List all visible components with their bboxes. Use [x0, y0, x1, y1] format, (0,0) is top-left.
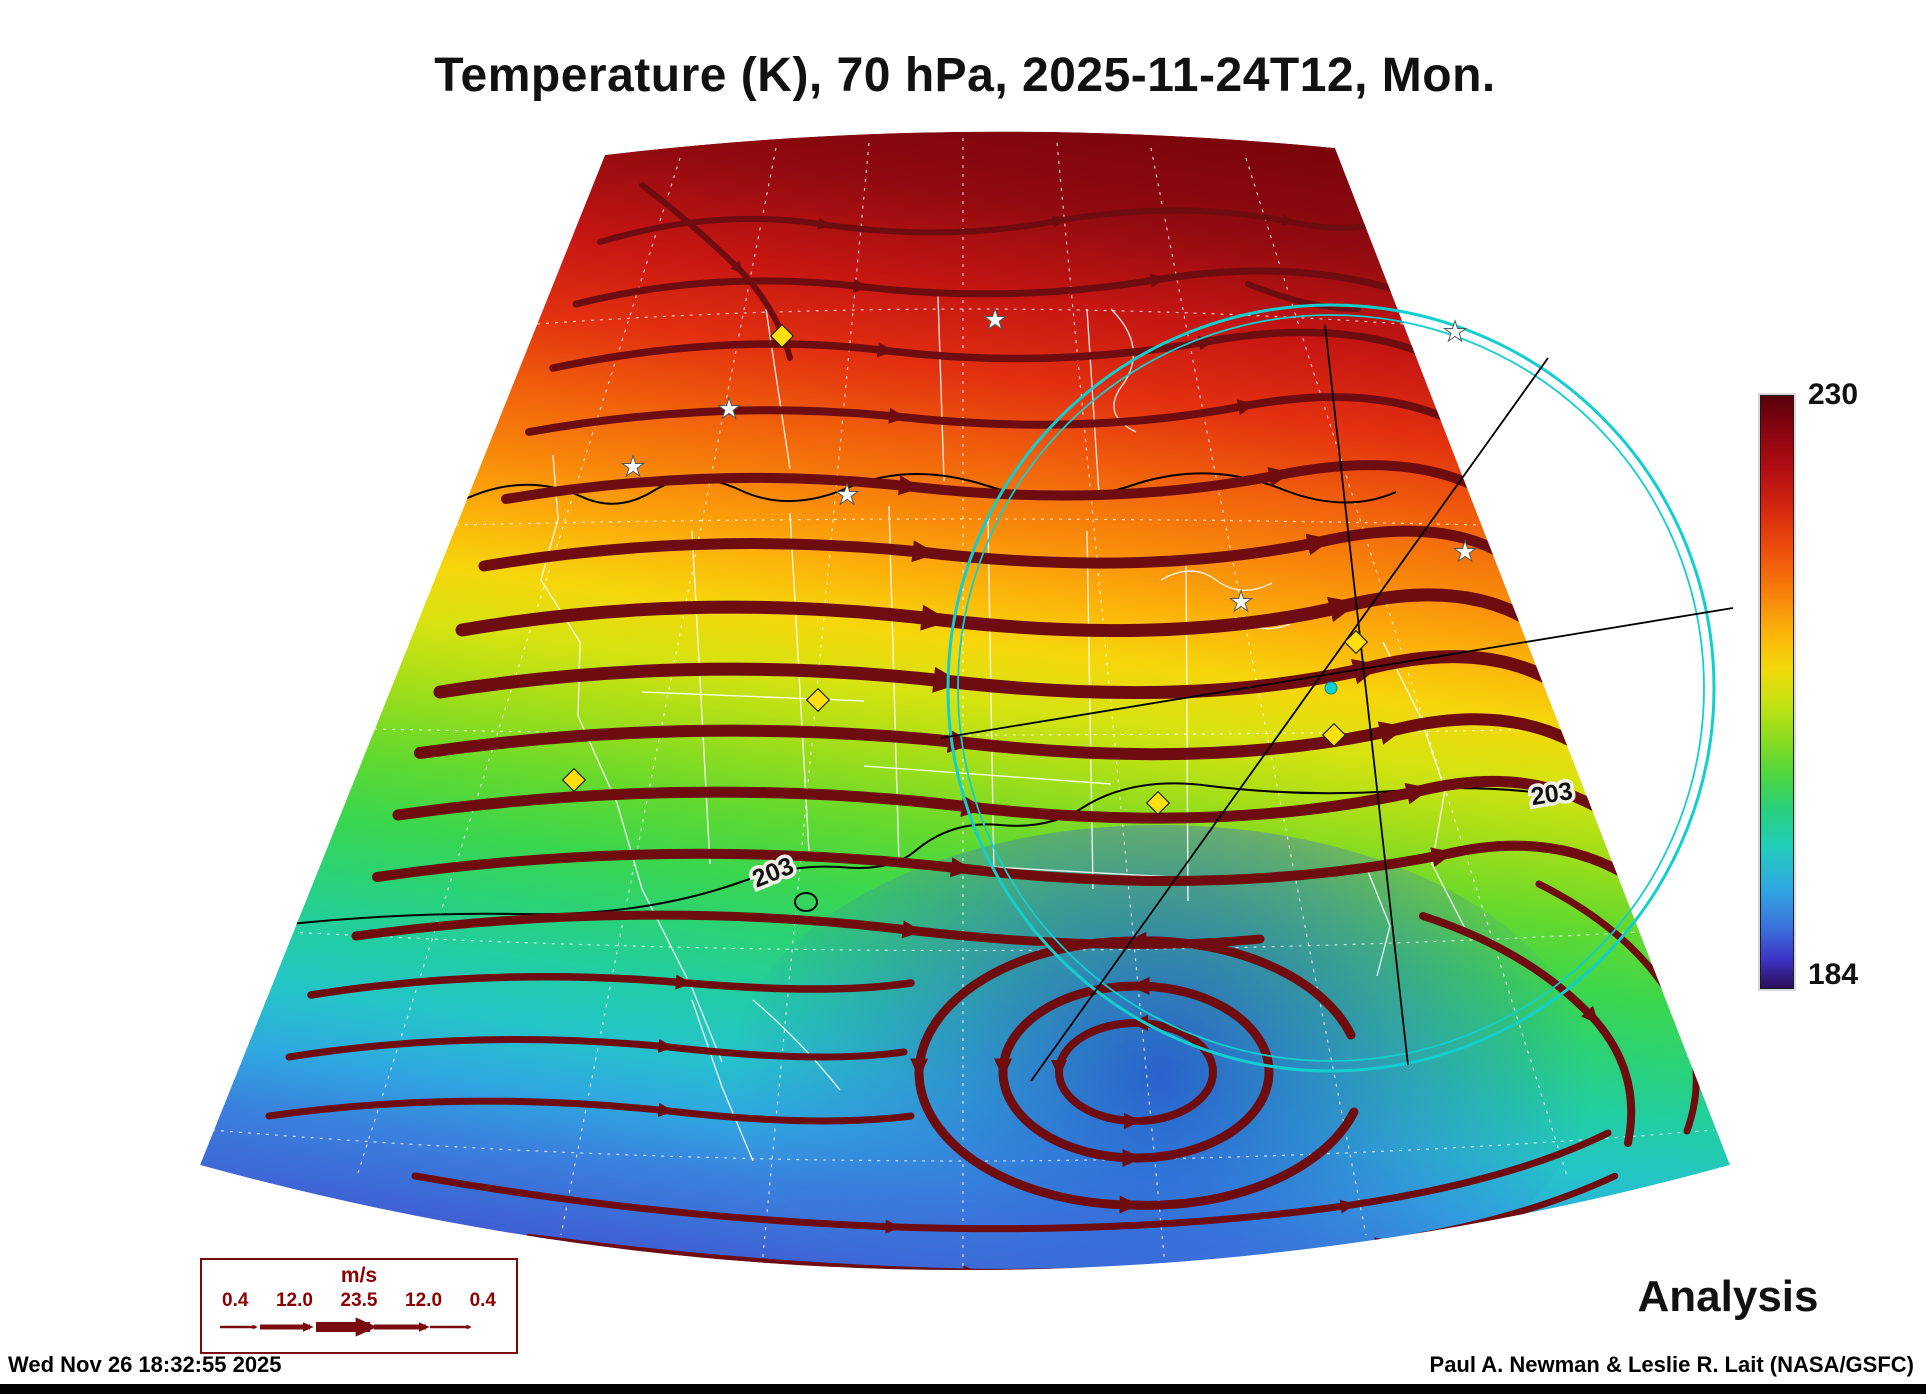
wind-legend-value: 0.4 [469, 1290, 496, 1311]
star-marker: ★ [834, 479, 859, 510]
colorbar-max-label: 230 [1808, 378, 1859, 411]
border-line [1086, 530, 1094, 890]
contour-closed-small [794, 892, 819, 912]
diamond-marker [1145, 790, 1171, 816]
streamline [392, 775, 1636, 836]
wind-speed-legend: m/s 0.4 12.0 23.5 12.0 0.4 [200, 1258, 518, 1354]
streamline [414, 713, 1609, 767]
wind-streamlines [265, 182, 1700, 1270]
range-circle-overlay [940, 303, 1734, 1082]
footer-credit: Paul A. Newman & Leslie R. Lait (NASA/GS… [1429, 1352, 1914, 1377]
wind-legend-arrow [220, 1317, 472, 1337]
streamline [1245, 281, 1361, 312]
range-circle-outer [946, 303, 1716, 1073]
star-marker: ★ [1452, 536, 1477, 567]
streamline [455, 588, 1551, 638]
wind-legend-value: 12.0 [405, 1290, 443, 1311]
diamond-markers [561, 323, 1369, 816]
wind-legend-value: 23.5 [340, 1290, 378, 1311]
star-marker: ★ [1228, 586, 1253, 617]
wind-legend-value: 12.0 [275, 1290, 313, 1311]
streamline [501, 460, 1489, 504]
border-line [691, 999, 754, 1162]
border-line [691, 530, 711, 865]
azimuth-line [940, 607, 1734, 739]
border-line [765, 308, 791, 470]
streamline [525, 393, 1459, 436]
diamond-marker [1343, 629, 1369, 655]
border-line [863, 765, 1112, 785]
wind-legend-units: m/s [340, 1264, 378, 1287]
streamline [597, 207, 1371, 245]
streamline [478, 525, 1520, 572]
streamline [285, 1035, 908, 1061]
diamond-marker [1321, 722, 1347, 748]
star-markers: ★ ★ ★ ★ ★ ★ ★ [620, 304, 1478, 618]
page-title: Temperature (K), 70 hPa, 2025-11-24T12, … [434, 49, 1496, 102]
border-line [752, 999, 841, 1091]
streamline [433, 650, 1580, 701]
colorbar-min-label: 184 [1808, 958, 1859, 991]
azimuth-line [1030, 357, 1549, 1082]
streamline [572, 267, 1397, 308]
streamline [307, 972, 915, 999]
diamond-marker [561, 767, 587, 793]
wind-legend-value: 0.4 [222, 1290, 249, 1311]
diamond-marker [805, 687, 831, 713]
streamline [1419, 912, 1636, 1147]
streamline [372, 840, 1663, 902]
border-line [937, 295, 945, 482]
star-marker: ★ [1442, 316, 1467, 347]
border-line [1160, 570, 1273, 591]
circle-center-dot [1324, 681, 1338, 695]
star-marker: ★ [716, 393, 741, 424]
border-line [987, 518, 995, 878]
colorbar [1760, 395, 1794, 989]
footer-timestamp: Wed Nov 26 18:32:55 2025 [8, 1352, 282, 1377]
azimuth-line [1324, 324, 1409, 1066]
bottom-border-strip [0, 1384, 1926, 1394]
temperature-field [200, 131, 1730, 1270]
streamline [265, 1097, 915, 1125]
star-marker: ★ [982, 304, 1007, 335]
analysis-label: Analysis [1637, 1272, 1819, 1321]
range-circle-inner [957, 314, 1705, 1062]
border-line [1364, 863, 1391, 977]
diamond-marker [769, 323, 795, 349]
wind-legend-values: 0.4 12.0 23.5 12.0 0.4 [202, 1288, 516, 1312]
border-line [540, 454, 723, 1063]
streamline [549, 328, 1427, 372]
star-marker: ★ [620, 451, 645, 482]
streamline [411, 1129, 1612, 1234]
